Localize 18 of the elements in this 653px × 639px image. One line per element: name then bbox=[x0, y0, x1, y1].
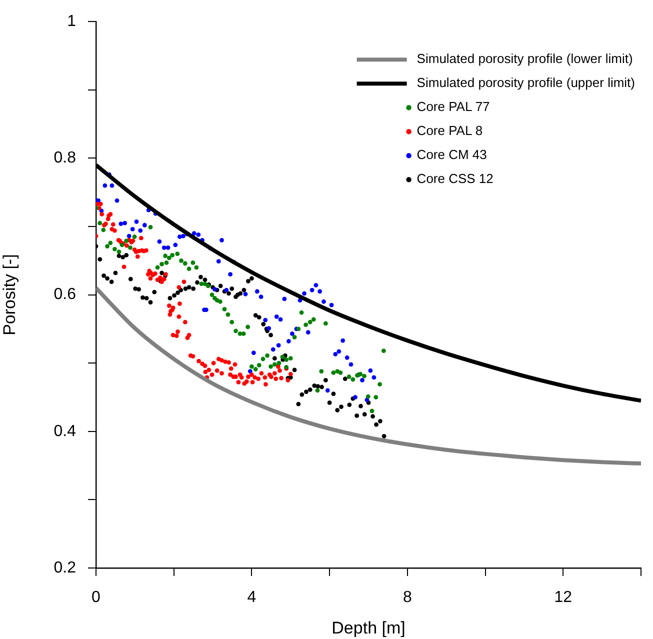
y-tick-label: 1 bbox=[67, 13, 76, 30]
y-tick-label: 0.6 bbox=[54, 286, 76, 304]
x-tick-label: 12 bbox=[554, 589, 572, 606]
y-tick-label: 0.2 bbox=[54, 559, 76, 576]
y-tick-label: 0.4 bbox=[54, 422, 76, 440]
legend-label: Simulated porosity profile (upper limit) bbox=[416, 75, 636, 90]
x-tick-label: 0 bbox=[92, 589, 101, 606]
y-axis-title: Porosity [-] bbox=[0, 254, 19, 336]
y-tick-label: 0.8 bbox=[54, 150, 76, 167]
x-tick-label: 4 bbox=[247, 589, 256, 606]
legend-label: Core CM 43 bbox=[416, 147, 487, 162]
x-tick-label: 8 bbox=[402, 589, 412, 606]
legend-label: Simulated porosity profile (lower limit) bbox=[416, 51, 633, 66]
x-axis-title: Depth [m] bbox=[332, 618, 406, 638]
legend-label: Core CSS 12 bbox=[416, 171, 494, 186]
legend-label: Core PAL 77 bbox=[416, 99, 490, 114]
line-series bbox=[96, 286, 641, 466]
legend-label: Core PAL 8 bbox=[416, 123, 483, 138]
